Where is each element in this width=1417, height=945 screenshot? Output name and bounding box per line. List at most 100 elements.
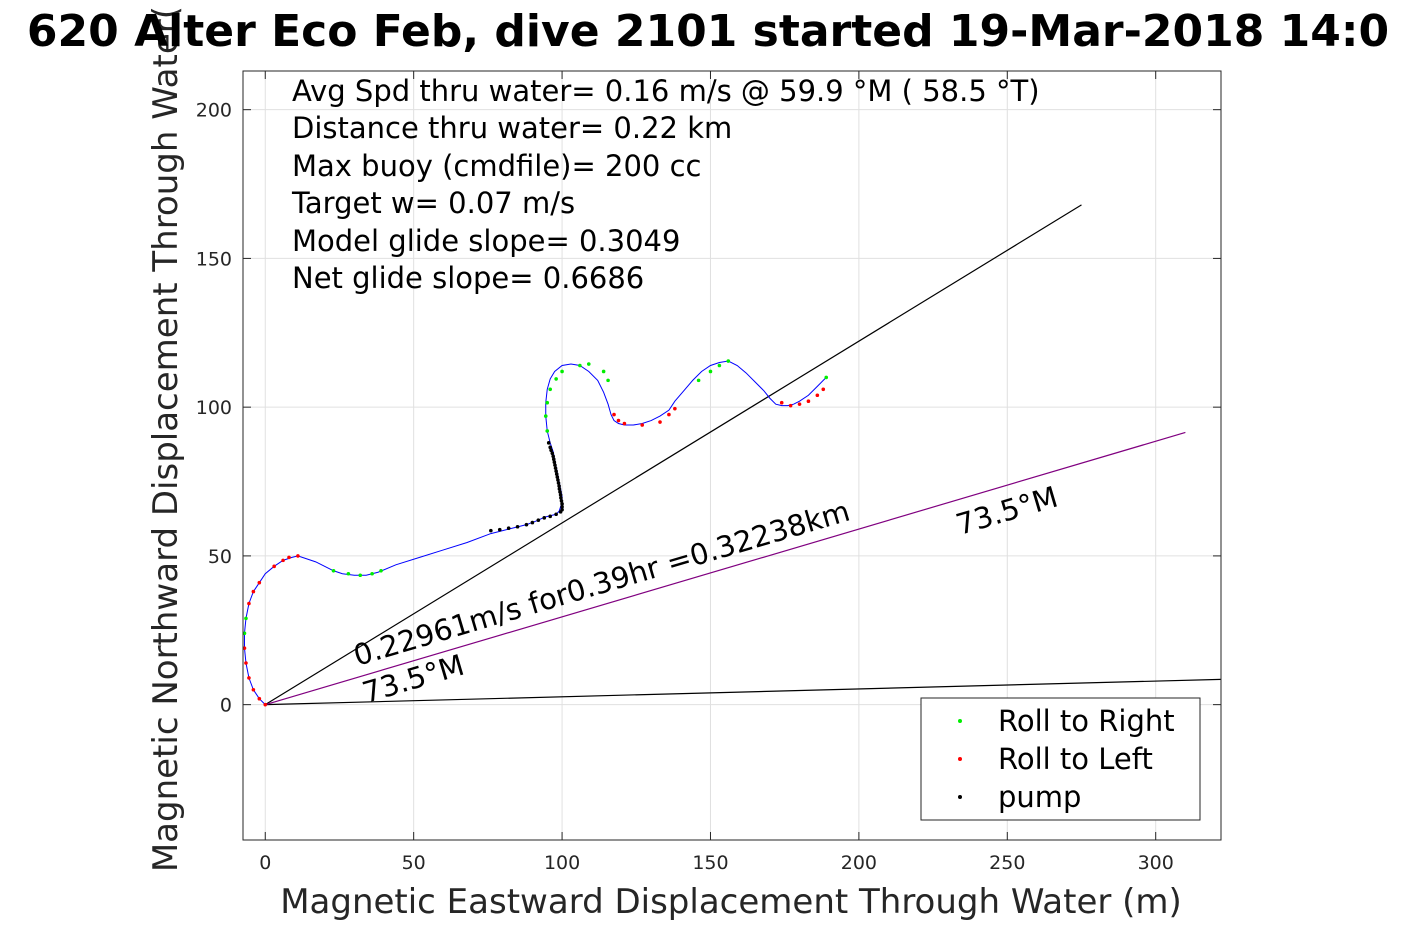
roll-left-point [658,420,662,424]
pump-point [560,507,564,512]
pump-point [559,499,564,503]
roll-left-point [296,554,300,558]
roll-left-point [251,589,256,594]
roll-left-point [815,393,820,398]
pump-point [554,512,558,517]
roll-right-point [696,378,701,383]
roll-right-point [331,568,336,573]
roll-right-point [560,369,564,374]
stats-line-max-buoy: Max buoy (cmdfile)= 200 cc [292,149,701,183]
roll-left-point [797,402,802,406]
roll-left-point [612,412,616,417]
roll-right-point [244,616,248,621]
pump-point [558,493,563,497]
stats-line-model-glide: Model glide slope= 0.3049 [292,224,680,258]
roll-right-point [358,573,363,578]
pump-point [489,528,493,533]
roll-right-point [242,631,247,636]
roll-right-point [545,429,550,433]
roll-left-point [287,555,291,560]
pump-point [515,524,520,529]
y-tick-label: 200 [196,100,232,122]
pump-point [552,460,557,464]
x-tick-label: 250 [989,852,1025,874]
x-tick-label: 50 [402,852,426,874]
stats-text-block: Avg Spd thru water= 0.16 m/s @ 59.9 °M (… [291,74,1040,295]
legend-label-roll-right: Roll to Right [998,704,1175,738]
roll-left-point [247,601,251,606]
x-tick-label: 0 [259,852,271,874]
legend-marker-roll-left [958,757,962,761]
legend-marker-roll-right [958,719,962,723]
roll-right-point [586,362,591,366]
pump-point [506,526,511,531]
roll-right-point [379,568,383,573]
reference-line-upper [264,204,1082,706]
pump-point [542,516,547,520]
legend-label-roll-left: Roll to Left [998,742,1153,776]
ticks: 0 50 100 150 200 250 300 0 50 100 150 200 [196,71,1221,874]
roll-right-point [601,369,606,374]
stats-line-net-glide: Net glide slope= 0.6686 [292,261,644,295]
pump-point [558,490,562,494]
roll-left-point [251,687,256,692]
roll-right-point [370,571,374,576]
roll-left-point [257,696,262,701]
roll-left-point [821,387,826,392]
pump-point [549,448,553,453]
pump-point [530,520,535,525]
y-axis-label: Magnetic Northward Displacement Through … [146,6,186,872]
pump-point [524,522,529,527]
y-tick-label: 50 [208,546,232,568]
chart-title: 620 Alter Eco Feb, dive 2101 started 19-… [27,6,1389,57]
pump-point [550,451,555,456]
pump-point [554,472,559,476]
roll-left-point [779,400,784,405]
pump-point [555,475,560,479]
legend-marker-pump [958,795,962,799]
y-tick-label: 150 [196,248,232,270]
x-tick-label: 100 [544,852,580,874]
x-tick-label: 150 [692,852,728,874]
pump-point [536,518,541,523]
pump-point [556,478,560,482]
roll-left-point [622,421,627,426]
roll-right-point [824,375,829,380]
roll-left-point [244,661,248,665]
roll-left-point [281,558,285,563]
pump-point [546,441,551,445]
stats-line-avg-speed: Avg Spd thru water= 0.16 m/s @ 59.9 °M (… [292,74,1040,108]
reference-line-lower [265,678,1222,706]
x-tick-label: 300 [1138,852,1174,874]
roll-left-point [247,676,251,680]
roll-right-point [543,414,548,418]
pump-point [559,496,563,500]
pump-point [548,514,553,519]
pump-point [548,445,553,450]
y-tick-label: 100 [196,397,232,419]
reference-lines [264,204,1222,706]
roll-left-point [640,423,645,427]
roll-right-point [726,359,731,363]
pump-point [557,487,562,491]
roll-left-point [673,406,677,411]
legend: Roll to Right Roll to Left pump [920,697,1201,821]
roll-right-point [708,369,713,374]
roll-right-point [548,387,553,392]
roll-left-point [263,702,268,707]
roll-left-point [806,399,811,404]
x-axis-label: Magnetic Eastward Displacement Through W… [280,882,1182,922]
x-tick-label: 200 [841,852,877,874]
pump-point [553,466,558,470]
pump-point [497,527,502,532]
roll-right-point [554,377,558,381]
roll-right-point [346,571,351,576]
pump-point [551,454,555,459]
reference-line-heading [265,431,1186,706]
y-tick-label: 0 [220,695,232,717]
stats-line-distance: Distance thru water= 0.22 km [292,111,732,145]
marker-layer [242,359,829,707]
roll-left-point [616,418,621,423]
roll-right-point [717,363,722,368]
